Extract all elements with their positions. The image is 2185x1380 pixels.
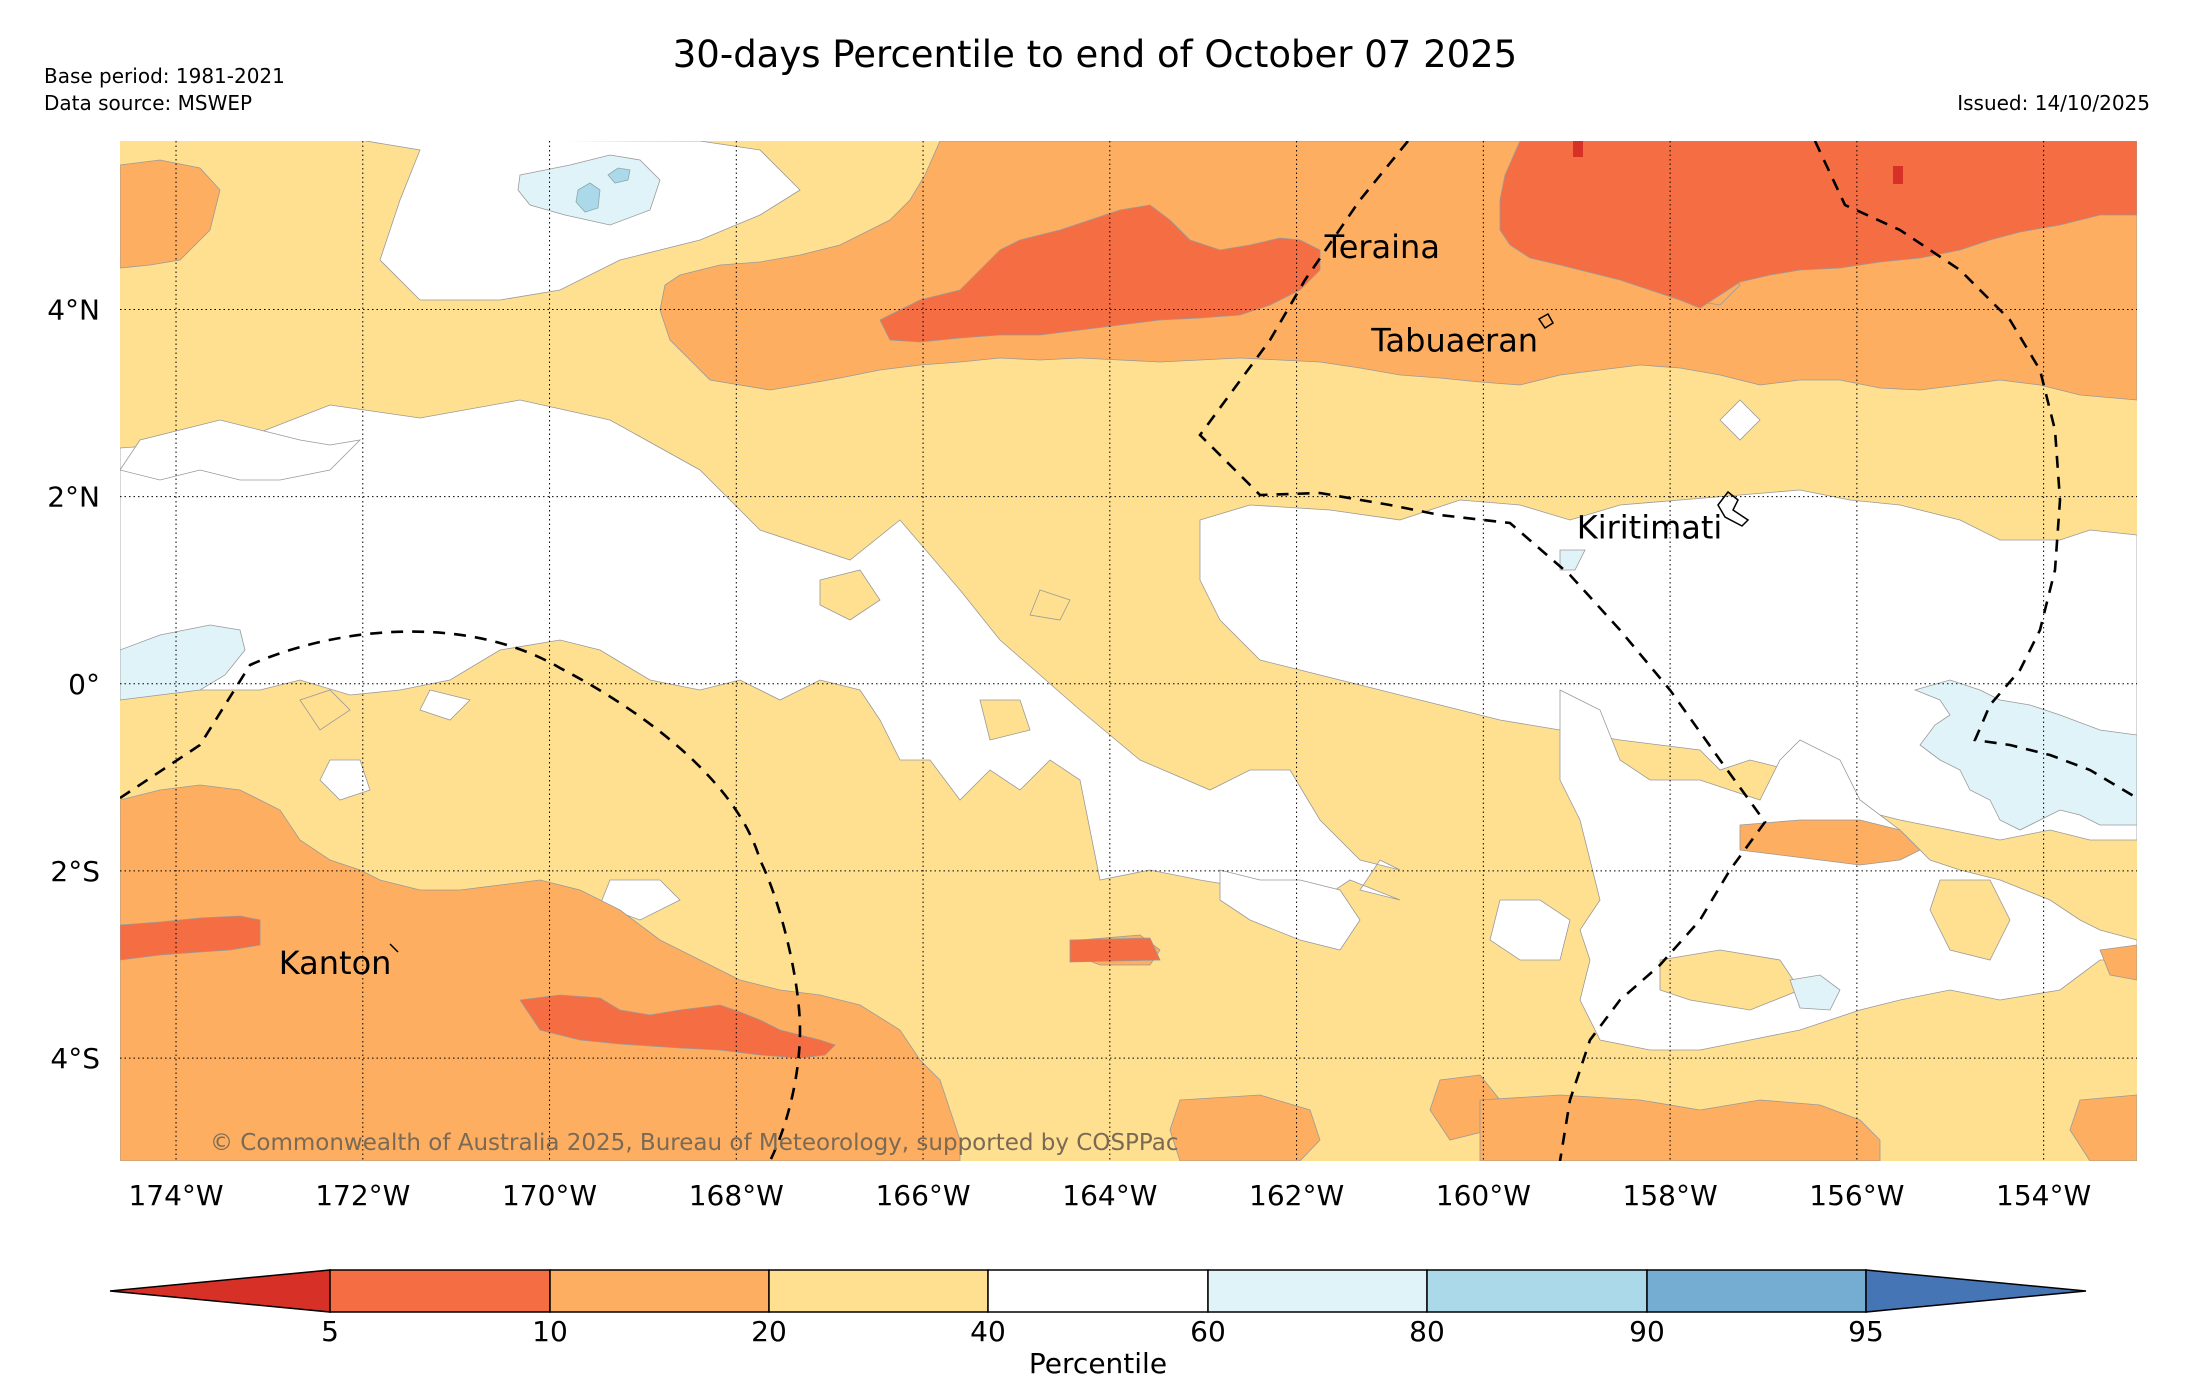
place-labels: Teraina Tabuaeran Kiritimati Kanton	[279, 228, 1723, 982]
colorbar-swatch-80-90	[1426, 1269, 1648, 1313]
longitude-label: 166°W	[875, 1179, 970, 1212]
colorbar-tick-label: 5	[321, 1315, 339, 1348]
map-title: 30-days Percentile to end of October 07 …	[673, 33, 1517, 76]
latitude-label: 2°S	[50, 855, 100, 888]
eez-boundary-line-islands	[1198, 141, 1767, 1161]
colorbar-ticks: 5 10 20 40 60 80 90 95	[321, 1315, 1884, 1348]
colorbar-swatch-5-10	[329, 1269, 551, 1313]
place-label-kiritimati: Kiritimati	[1577, 509, 1723, 547]
longitude-label: 154°W	[1996, 1179, 2091, 1212]
longitude-label: 158°W	[1623, 1179, 1718, 1212]
island-outlines	[389, 312, 1750, 953]
percentile-below-5-patches	[1573, 141, 1903, 184]
copyright-notice: © Commonwealth of Australia 2025, Bureau…	[210, 1130, 1179, 1156]
base-period-note: Base period: 1981-2021	[44, 64, 285, 88]
data-source-note: Data source: MSWEP	[44, 91, 252, 115]
colorbar-swatch-60-80	[1207, 1269, 1428, 1313]
eez-boundary-east	[1813, 141, 2137, 800]
colorbar-tick-label: 10	[532, 1315, 568, 1348]
colorbar-swatch-20-40	[768, 1269, 989, 1313]
latitude-label: 4°N	[47, 293, 100, 326]
longitude-label: 174°W	[128, 1179, 223, 1212]
map-plot: Teraina Tabuaeran Kiritimati Kanton © Co…	[120, 141, 2137, 1161]
place-label-kanton: Kanton	[279, 944, 392, 982]
colorbar-label: Percentile	[1029, 1347, 1167, 1380]
percentile-5-10-regions	[120, 141, 2137, 1059]
graticule	[120, 141, 2137, 1161]
colorbar-tick-label: 90	[1629, 1315, 1665, 1348]
percentile-20-40-patches	[299, 569, 2011, 1011]
longitude-labels: 174°W 172°W 170°W 168°W 166°W 164°W 162°W 160°W…	[128, 1179, 2091, 1212]
latitude-labels: 4°N 2°N 0° 2°S 4°S	[47, 293, 100, 1075]
colorbar-tick-label: 20	[751, 1315, 787, 1348]
colorbar-swatch-90-95	[1646, 1269, 1867, 1313]
colorbar-extend-high	[1865, 1269, 2087, 1313]
colorbar-extend-low	[109, 1269, 331, 1313]
kanton-island	[389, 943, 399, 953]
colorbar-tick-label: 40	[970, 1315, 1006, 1348]
latitude-label: 2°N	[47, 481, 100, 514]
longitude-label: 162°W	[1249, 1179, 1344, 1212]
longitude-label: 172°W	[315, 1179, 410, 1212]
colorbar-swatch-40-60	[987, 1269, 1209, 1313]
colorbar-tick-label: 60	[1190, 1315, 1226, 1348]
longitude-label: 164°W	[1062, 1179, 1157, 1212]
colorbar-swatch-10-20	[549, 1269, 770, 1313]
place-label-tabuaeran: Tabuaeran	[1370, 322, 1538, 360]
eez-boundaries	[120, 141, 2137, 1161]
place-label-teraina: Teraina	[1324, 228, 1440, 266]
latitude-label: 0°	[68, 668, 100, 701]
eez-boundary-phoenix	[120, 630, 802, 1161]
kiritimati-island	[1717, 490, 1750, 527]
colorbar-tick-label: 95	[1848, 1315, 1884, 1348]
tabuaeran-island	[1537, 312, 1555, 330]
colorbar-tick-label: 80	[1409, 1315, 1445, 1348]
latitude-label: 4°S	[50, 1042, 100, 1075]
longitude-label: 168°W	[689, 1179, 784, 1212]
colorbar: 5 10 20 40 60 80 90 95 Percentile	[109, 1269, 2087, 1380]
percentile-80-90-regions	[575, 167, 631, 213]
longitude-label: 170°W	[502, 1179, 597, 1212]
issued-date: Issued: 14/10/2025	[1957, 91, 2150, 115]
longitude-label: 160°W	[1436, 1179, 1531, 1212]
longitude-label: 156°W	[1809, 1179, 1904, 1212]
percentile-40-60-regions	[120, 141, 2137, 1051]
